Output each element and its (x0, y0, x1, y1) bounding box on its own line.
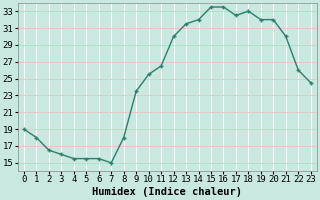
X-axis label: Humidex (Indice chaleur): Humidex (Indice chaleur) (92, 187, 242, 197)
